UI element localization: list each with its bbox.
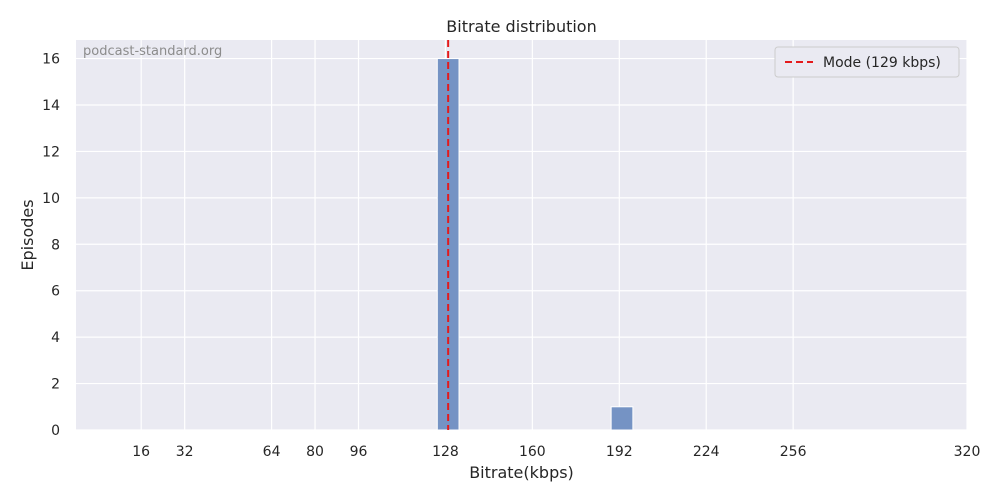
chart-title: Bitrate distribution bbox=[446, 17, 596, 36]
y-tick-label: 4 bbox=[51, 330, 60, 346]
histogram-bar bbox=[610, 406, 634, 431]
x-tick-label: 160 bbox=[519, 444, 546, 460]
y-tick-label: 16 bbox=[42, 52, 60, 68]
x-tick-label: 192 bbox=[606, 444, 633, 460]
x-tick-label: 16 bbox=[132, 444, 150, 460]
x-tick-label: 320 bbox=[954, 444, 981, 460]
y-tick-label: 8 bbox=[51, 237, 60, 253]
y-tick-label: 10 bbox=[42, 191, 60, 207]
y-axis-label: Episodes bbox=[18, 199, 37, 270]
x-tick-label: 256 bbox=[780, 444, 807, 460]
y-tick-label: 12 bbox=[42, 144, 60, 160]
x-tick-label: 64 bbox=[263, 444, 281, 460]
y-tick-label: 14 bbox=[42, 98, 60, 114]
x-tick-label: 96 bbox=[350, 444, 368, 460]
legend-label: Mode (129 kbps) bbox=[823, 55, 941, 71]
watermark-text: podcast-standard.org bbox=[83, 44, 222, 59]
x-tick-label: 224 bbox=[693, 444, 720, 460]
y-tick-label: 2 bbox=[51, 377, 60, 393]
y-tick-label: 6 bbox=[51, 284, 60, 300]
plot-area bbox=[76, 40, 967, 430]
y-tick-label: 0 bbox=[51, 423, 60, 439]
y-tick-labels: 0 2 4 6 8 10 12 14 16 bbox=[42, 52, 60, 439]
legend-box bbox=[774, 46, 960, 78]
x-tick-label: 80 bbox=[306, 444, 324, 460]
x-tick-label: 128 bbox=[432, 444, 459, 460]
x-tick-label: 32 bbox=[176, 444, 194, 460]
x-tick-labels: 16 32 64 80 96 128 160 192 224 256 320 bbox=[132, 444, 980, 460]
legend: Mode (129 kbps) bbox=[774, 46, 960, 78]
x-axis-label: Bitrate(kbps) bbox=[469, 463, 574, 482]
